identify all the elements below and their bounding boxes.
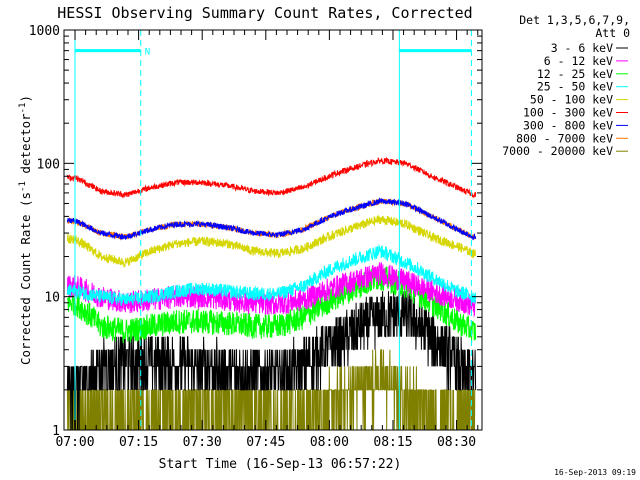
chart-title: HESSI Observing Summary Count Rates, Cor…: [57, 4, 472, 22]
y-tick-label: 1: [52, 424, 60, 439]
legend-header-2: Att 0: [595, 26, 630, 40]
footer-timestamp: 16-Sep-2013 09:19: [554, 468, 636, 477]
legend-label: 100 - 300 keV: [523, 106, 613, 120]
x-tick-label: 07:45: [246, 435, 285, 450]
plot-frame: [63, 29, 483, 431]
y-tick-label: 1000: [29, 24, 60, 39]
x-tick-label: 08:30: [437, 435, 476, 450]
legend-label: 6 - 12 keV: [544, 54, 613, 68]
series-line-4: [66, 244, 477, 307]
x-tick-label: 07:30: [183, 435, 222, 450]
series-line-6: [66, 156, 477, 199]
legend-label: 3 - 6 keV: [551, 41, 613, 55]
x-axis: 07:00 07:15 07:30 07:45 08:00 08:15 08:30: [55, 30, 479, 450]
legend-header-1: Det 1,3,5,6,7,9,: [519, 13, 630, 27]
x-tick-label: 08:00: [310, 435, 349, 450]
legend-label: 25 - 50 keV: [537, 80, 613, 94]
series-line-7: [66, 197, 477, 241]
series-line-5: [66, 214, 477, 268]
night-bar-label: N: [145, 48, 150, 58]
legend-label: 800 - 7000 keV: [516, 131, 613, 145]
legend-label: 300 - 800 keV: [523, 118, 613, 132]
series-line-1: [66, 290, 477, 431]
y-tick-label: 10: [44, 291, 60, 306]
y-axis-label: Corrected Count Rate (s-1 detector-1): [18, 95, 33, 365]
y-tick-label: 100: [37, 157, 60, 172]
legend-label: 12 - 25 keV: [537, 67, 613, 81]
legend-label: 7000 - 20000 keV: [502, 144, 613, 158]
legend-label: 50 - 100 keV: [530, 93, 613, 107]
x-axis-label: Start Time (16-Sep-13 06:57:22): [159, 457, 402, 472]
x-tick-label: 07:00: [55, 435, 94, 450]
plot-area: N: [66, 30, 477, 431]
x-tick-label: 08:15: [373, 435, 412, 450]
x-tick-label: 07:15: [119, 435, 158, 450]
y-axis: 1 10 100 1000: [29, 24, 482, 439]
